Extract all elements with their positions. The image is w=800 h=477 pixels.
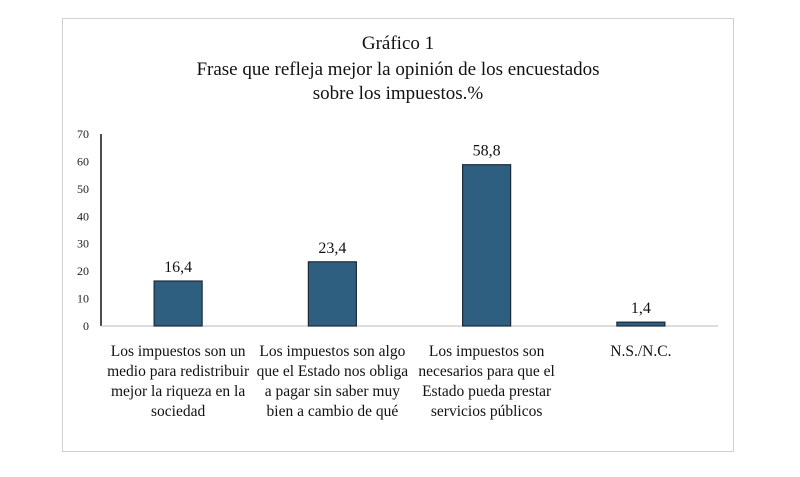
y-tick-label: 40	[77, 209, 89, 223]
y-tick-label: 30	[77, 237, 89, 251]
bar	[462, 164, 512, 327]
bar	[153, 280, 203, 327]
chart-subtitle-line-1: Frase que refleja mejor la opinión de lo…	[196, 59, 600, 80]
y-tick-label: 60	[77, 154, 89, 168]
data-label: 23,4	[318, 240, 346, 257]
data-label: 16,4	[164, 259, 192, 276]
y-tick-label: 20	[77, 264, 89, 278]
data-label: 1,4	[631, 300, 651, 317]
x-category-label: Los impuestos son algo que el Estado nos…	[256, 343, 409, 420]
y-tick-label: 10	[77, 292, 89, 306]
bar	[307, 261, 357, 327]
x-category-label: Los impuestos son necesarios para que el…	[418, 343, 555, 420]
chart-title: Gráfico 1	[361, 33, 435, 54]
x-category-label: Los impuestos son un medio para redistri…	[107, 343, 250, 420]
bar	[616, 321, 666, 327]
y-tick-label: 50	[77, 182, 89, 196]
x-category-label: N.S./N.C.	[610, 343, 672, 360]
y-tick-label: 70	[77, 127, 89, 141]
chart-frame	[62, 18, 734, 452]
y-tick-label: 0	[83, 319, 89, 333]
data-label: 58,8	[473, 143, 501, 160]
chart-subtitle-line-2: sobre los impuestos.%	[312, 83, 484, 104]
